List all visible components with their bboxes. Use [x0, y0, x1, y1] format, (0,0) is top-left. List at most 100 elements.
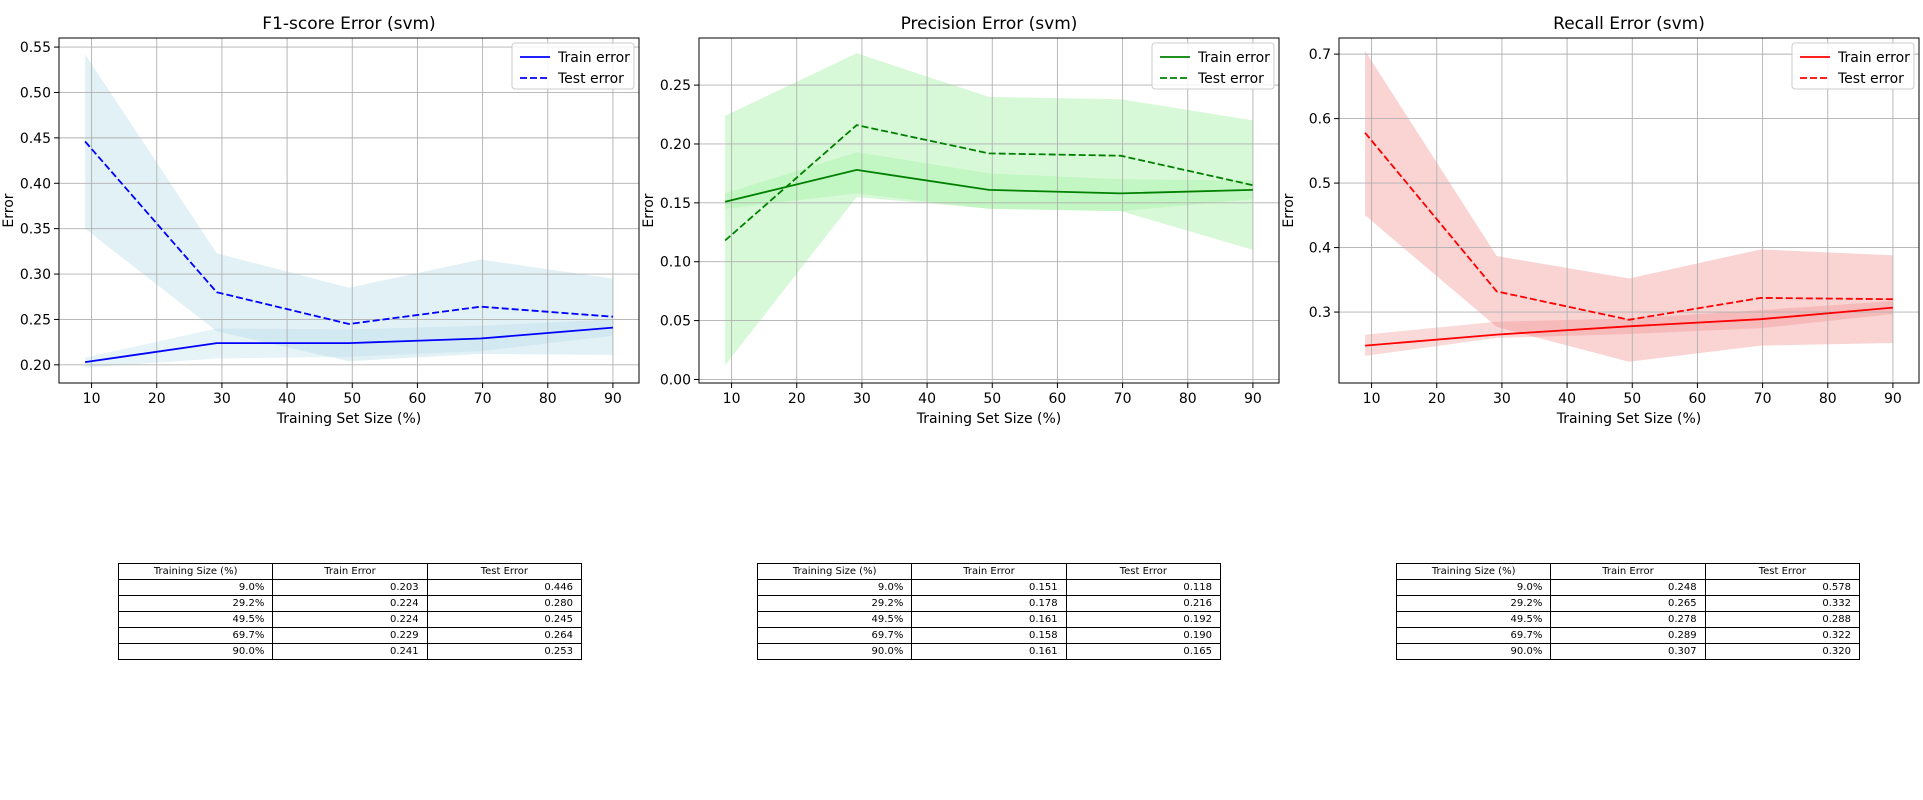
table-header-row: Training Size (%) Train Error Test Error [756, 563, 1222, 580]
x-tick-label: 30 [213, 391, 231, 407]
error-table-2: Training Size (%) Train Error Test Error 9.… [756, 563, 1222, 660]
chart-1: 10 20 30 40 50 60 70 80 90 0.20 0.25 0.30 0.35 0.40 0.… [1, 14, 640, 427]
table-row: 9.0% 0.151 0.118 [756, 579, 1222, 596]
table-cell: 0.118 [1065, 579, 1222, 596]
table-header-row: Training Size (%) Train Error Test Error [117, 563, 583, 580]
x-axis-label: Training Set Size (%) [1556, 411, 1702, 427]
axes-frame [698, 37, 1280, 384]
series-line-train [724, 168, 1253, 203]
table-row: 90.0% 0.241 0.253 [117, 643, 583, 660]
series-line-test [1364, 132, 1893, 321]
x-tick-label: 90 [604, 391, 622, 407]
y-tick-label: 0.30 [20, 267, 51, 283]
y-tick-label: 0.00 [660, 372, 691, 388]
table-cell: 49.5% [756, 611, 913, 628]
y-tick-label: 0.05 [660, 314, 691, 330]
table-cell: 9.0% [117, 579, 274, 596]
y-tick-label: 0.5 [1309, 176, 1331, 192]
legend-label: Train error [557, 50, 630, 66]
y-tick-label: 0.25 [20, 312, 51, 328]
x-tick-label: 20 [788, 391, 806, 407]
x-tick-label: 10 [723, 391, 741, 407]
axes-frame [1338, 37, 1920, 384]
y-axis-label: Error [1, 193, 17, 227]
table-header-cell: Test Error [426, 563, 583, 580]
table-cell: 0.178 [911, 595, 1067, 612]
x-tick-label: 60 [1689, 391, 1707, 407]
y-tick-label: 0.20 [660, 137, 691, 153]
table-header-cell: Test Error [1704, 563, 1861, 580]
table-cell: 0.192 [1065, 611, 1222, 628]
table-cell: 0.265 [1550, 595, 1706, 612]
table-cell: 0.578 [1704, 579, 1861, 596]
table-header-cell: Training Size (%) [117, 563, 274, 580]
x-tick-label: 70 [1754, 391, 1772, 407]
table-cell: 29.2% [756, 595, 913, 612]
legend-label: Test error [557, 71, 624, 87]
table-cell: 9.0% [1395, 579, 1552, 596]
table-row: 29.2% 0.224 0.280 [117, 595, 583, 612]
table-cell: 0.264 [426, 627, 583, 644]
series-line-test [84, 140, 613, 325]
table-cell: 69.7% [1395, 627, 1552, 644]
band-test [85, 54, 613, 362]
x-tick-label: 60 [409, 391, 427, 407]
series-line-test [724, 124, 1254, 242]
table-cell: 9.0% [756, 579, 913, 596]
x-tick-label: 10 [83, 391, 101, 407]
x-tick-label: 50 [343, 391, 361, 407]
band-train [1365, 301, 1893, 356]
y-tick-label: 0.20 [20, 358, 51, 374]
table-header-cell: Train Error [272, 563, 428, 580]
chart-title: Precision Error (svm) [901, 14, 1078, 34]
x-tick-label: 30 [1493, 391, 1511, 407]
table-row: 29.2% 0.265 0.332 [1395, 595, 1861, 612]
table-header-cell: Training Size (%) [1395, 563, 1552, 580]
y-tick-label: 0.10 [660, 255, 691, 271]
table-row: 49.5% 0.224 0.245 [117, 611, 583, 628]
table-cell: 0.161 [911, 611, 1067, 628]
table-cell: 69.7% [756, 627, 913, 644]
table-cell: 0.288 [1704, 611, 1861, 628]
error-table-1: Training Size (%) Train Error Test Error 9.… [117, 563, 583, 660]
table-cell: 0.307 [1550, 643, 1706, 660]
y-tick-label: 0.40 [20, 176, 51, 192]
table-row: 9.0% 0.203 0.446 [117, 579, 583, 596]
y-tick-label: 0.15 [660, 196, 691, 212]
y-tick-label: 0.7 [1309, 47, 1331, 63]
legend-label: Test error [1837, 71, 1904, 87]
x-tick-label: 20 [1428, 391, 1446, 407]
series-line-train [1365, 306, 1893, 347]
y-tick-label: 0.6 [1309, 112, 1331, 128]
x-tick-label: 10 [1363, 391, 1381, 407]
table-cell: 0.224 [272, 611, 428, 628]
table-cell: 29.2% [117, 595, 274, 612]
y-tick-label: 0.4 [1309, 241, 1331, 257]
error-table-3: Training Size (%) Train Error Test Error 9.… [1395, 563, 1861, 660]
table-row: 69.7% 0.158 0.190 [756, 627, 1222, 644]
legend: Train error Test error [1151, 42, 1275, 90]
table-cell: 0.320 [1704, 643, 1861, 660]
x-tick-label: 50 [983, 391, 1001, 407]
x-tick-label: 40 [1558, 391, 1576, 407]
table-cell: 0.280 [426, 595, 583, 612]
legend-label: Train error [1837, 50, 1910, 66]
table-cell: 49.5% [117, 611, 274, 628]
y-axis-label: Error [641, 193, 657, 227]
table-row: 29.2% 0.178 0.216 [756, 595, 1222, 612]
table-cell: 0.245 [426, 611, 583, 628]
y-tick-label: 0.45 [20, 131, 51, 147]
x-tick-label: 20 [148, 391, 166, 407]
table-cell: 0.158 [911, 627, 1067, 644]
table-cell: 0.332 [1704, 595, 1861, 612]
table-cell: 0.278 [1550, 611, 1706, 628]
table-cell: 49.5% [1395, 611, 1552, 628]
x-axis-label: Training Set Size (%) [916, 411, 1062, 427]
x-tick-label: 60 [1049, 391, 1067, 407]
x-tick-label: 80 [1179, 391, 1197, 407]
x-tick-label: 70 [474, 391, 492, 407]
table-row: 49.5% 0.161 0.192 [756, 611, 1222, 628]
x-tick-label: 40 [918, 391, 936, 407]
chart-2: 10 20 30 40 50 60 70 80 90 0.00 0.05 0.10 0.15 0.20 0.… [641, 14, 1280, 427]
y-axis-label: Error [1281, 193, 1297, 227]
